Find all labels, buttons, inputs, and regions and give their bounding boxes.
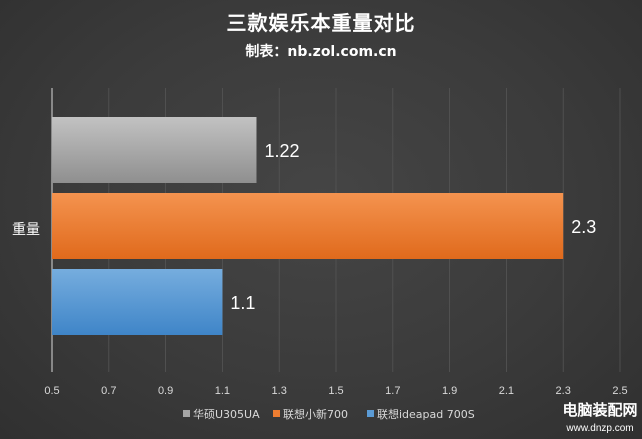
watermark-main: 电脑装配网 [562,401,637,419]
x-tick-label: 1.9 [442,385,457,397]
watermark-sub: www.dnzp.com [565,423,633,434]
legend-swatch [183,410,190,417]
data-label-2: 2.3 [571,217,596,237]
x-tick-label: 1.1 [215,385,230,397]
data-label-1: 1.22 [264,141,299,161]
legend-label: 华硕U305UA [193,407,260,421]
legend-swatch [273,410,280,417]
bars [52,117,564,335]
x-tick-label: 0.9 [158,385,173,397]
x-tick-label: 0.5 [44,385,59,397]
chart-subtitle: 制表：nb.zol.com.cn [245,43,396,60]
x-tick-label: 1.5 [328,385,343,397]
watermark: 电脑装配网 www.dnzp.com [562,401,637,434]
legend-label: 联想小新700 [283,407,348,421]
x-tick-label: 1.3 [272,385,287,397]
legend-label: 联想ideapad 700S [377,407,475,421]
legend: 华硕U305UA 联想小新700 联想ideapad 700S [183,407,475,421]
bar-2 [52,193,564,259]
x-tick-label: 2.3 [556,385,571,397]
category-label: 重量 [12,222,40,238]
x-tick-label: 2.5 [612,385,627,397]
data-labels: 1.22 2.3 1.1 [230,141,596,313]
legend-swatch [367,410,374,417]
x-axis-ticks: 0.5 0.7 0.9 1.1 1.3 1.5 1.7 1.9 2.1 2.3 2.5 [44,385,627,397]
x-tick-label: 2.1 [499,385,514,397]
x-tick-label: 0.7 [101,385,116,397]
bar-3 [52,269,223,335]
chart-title: 三款娱乐本重量对比 [227,11,416,35]
bar-1 [52,117,257,183]
data-label-3: 1.1 [230,293,255,313]
x-tick-label: 1.7 [385,385,400,397]
